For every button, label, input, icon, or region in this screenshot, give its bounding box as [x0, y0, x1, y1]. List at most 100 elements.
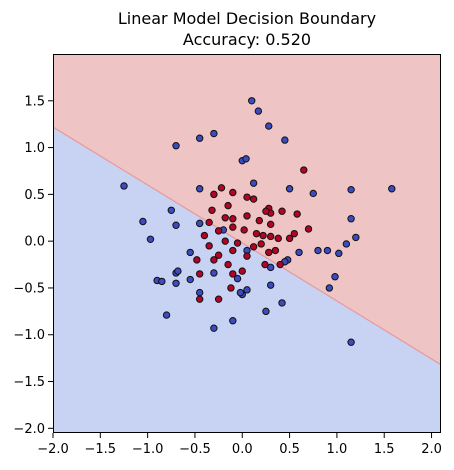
data-point [248, 97, 256, 105]
data-point [265, 122, 273, 130]
data-point [139, 217, 147, 226]
data-point [290, 229, 299, 238]
data-point [271, 246, 280, 255]
data-point [233, 274, 242, 283]
data-point [224, 260, 232, 269]
data-point [342, 240, 351, 248]
data-point [347, 185, 355, 194]
data-point [249, 243, 258, 251]
data-point [266, 281, 275, 289]
y-tick-label: −1.5 [13, 375, 45, 390]
data-point [120, 182, 128, 190]
plot-frame [53, 54, 441, 433]
data-point [262, 307, 270, 316]
data-point [238, 267, 246, 275]
data-point [172, 279, 180, 287]
data-point [295, 248, 303, 257]
data-point [229, 270, 237, 278]
y-tick-label: −2.0 [13, 422, 45, 437]
x-axis: −2.0 −1.5 −1.0 −0.5 0.0 0.5 1.0 1.5 2.0 [37, 433, 442, 457]
data-point [193, 256, 201, 264]
data-point [252, 229, 261, 238]
data-point [285, 185, 294, 193]
data-point [186, 248, 194, 257]
data-point [314, 246, 322, 255]
y-axis: −2.0 −1.5 −1.0 −0.5 0.0 0.5 1.0 1.5 [13, 94, 53, 437]
data-point [243, 252, 251, 260]
data-point [229, 188, 237, 197]
x-tick-label: 2.0 [421, 442, 442, 457]
series-0 [120, 97, 396, 346]
data-point [259, 231, 267, 240]
data-point [285, 234, 294, 243]
x-tick-label: −1.0 [132, 442, 164, 457]
data-point [229, 223, 237, 231]
y-tick-label: −1.0 [13, 328, 45, 343]
data-point [347, 338, 355, 346]
data-point [304, 225, 313, 233]
data-point [224, 201, 232, 210]
data-point [243, 193, 251, 201]
data-point [174, 267, 182, 275]
x-tick-label: 1.0 [327, 442, 348, 457]
data-point [158, 277, 166, 286]
data-point [210, 324, 218, 332]
data-point [266, 232, 275, 241]
data-point [265, 248, 273, 257]
plot-area [53, 54, 441, 433]
data-point [210, 256, 218, 264]
data-point [255, 216, 264, 225]
chart-title-line-1: Linear Model Decision Boundary [118, 9, 376, 28]
data-point [243, 286, 251, 294]
data-point [352, 233, 360, 242]
data-point [323, 246, 332, 255]
data-point [200, 231, 209, 240]
data-point [300, 166, 308, 174]
y-tick-label: 1.0 [24, 141, 45, 156]
data-point [243, 212, 251, 220]
data-point [195, 185, 204, 193]
data-point [388, 185, 396, 193]
data-point [195, 134, 204, 142]
data-point [186, 275, 194, 284]
data-point [229, 317, 237, 325]
data-point [266, 220, 275, 229]
data-point [146, 235, 155, 243]
data-point [249, 195, 258, 203]
data-points [120, 97, 396, 346]
x-tick-label: −0.5 [179, 442, 211, 457]
y-tick-label: 1.5 [24, 94, 45, 109]
data-point [261, 260, 269, 269]
data-point [217, 184, 226, 192]
data-point [309, 189, 317, 198]
data-point [172, 221, 180, 229]
data-point [331, 273, 339, 281]
chart-title-line-2: Accuracy: 0.520 [183, 30, 311, 49]
y-tick-label: 0.0 [24, 235, 45, 250]
decision-boundary-line [53, 126, 441, 366]
data-point [229, 215, 237, 223]
data-point [210, 269, 218, 277]
data-point [257, 240, 265, 248]
data-point [233, 239, 242, 247]
data-point [347, 215, 355, 223]
data-point [274, 234, 282, 243]
x-tick-label: −2.0 [37, 442, 69, 457]
data-point [262, 207, 270, 215]
data-point [335, 249, 343, 258]
data-point [293, 210, 301, 218]
data-point [195, 219, 204, 228]
x-tick-label: 0.5 [279, 442, 300, 457]
data-point [276, 260, 284, 269]
data-point [229, 246, 237, 255]
y-tick-label: −0.5 [13, 281, 45, 296]
data-point [281, 136, 289, 144]
data-point [205, 242, 213, 250]
x-tick-label: −1.5 [85, 442, 117, 457]
data-point [195, 295, 204, 303]
data-point [254, 107, 263, 115]
data-point [205, 218, 213, 227]
data-point [242, 155, 250, 163]
data-point [208, 206, 216, 214]
